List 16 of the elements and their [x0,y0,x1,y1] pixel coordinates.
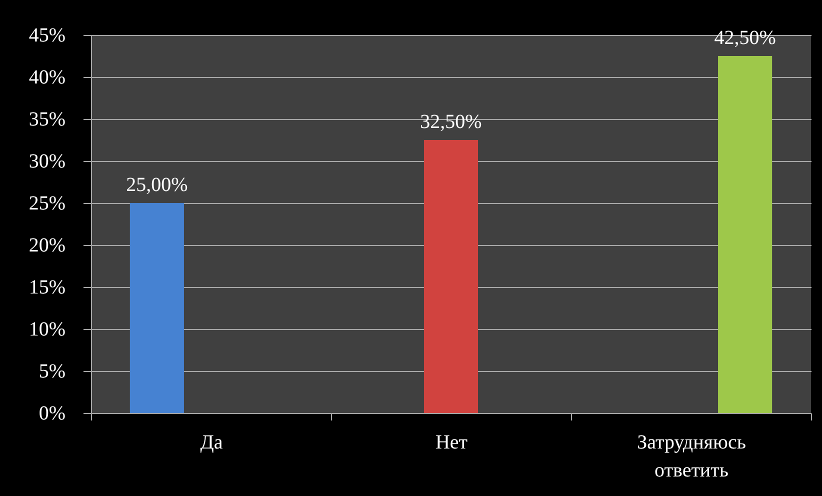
y-tick-label: 10% [28,318,66,340]
y-tick-label: 5% [38,360,66,382]
y-tick-label: 35% [28,108,66,130]
y-tick-label: 45% [28,24,66,46]
x-tick-label: Затрудняюсь ответить [637,432,746,482]
y-tick-label: 15% [28,276,66,298]
y-tick-label: 25% [28,192,66,214]
y-tick-label: 0% [38,402,66,424]
data-label: 25,00% [126,174,188,196]
y-tick-label: 40% [28,66,66,88]
y-tick-label: 30% [28,150,66,172]
x-tick-label: Да [200,432,223,454]
data-label: 32,50% [420,111,482,133]
y-tick-label: 20% [28,234,66,256]
data-label: 42,50% [714,27,776,49]
x-tick-label: Нет [435,432,468,454]
